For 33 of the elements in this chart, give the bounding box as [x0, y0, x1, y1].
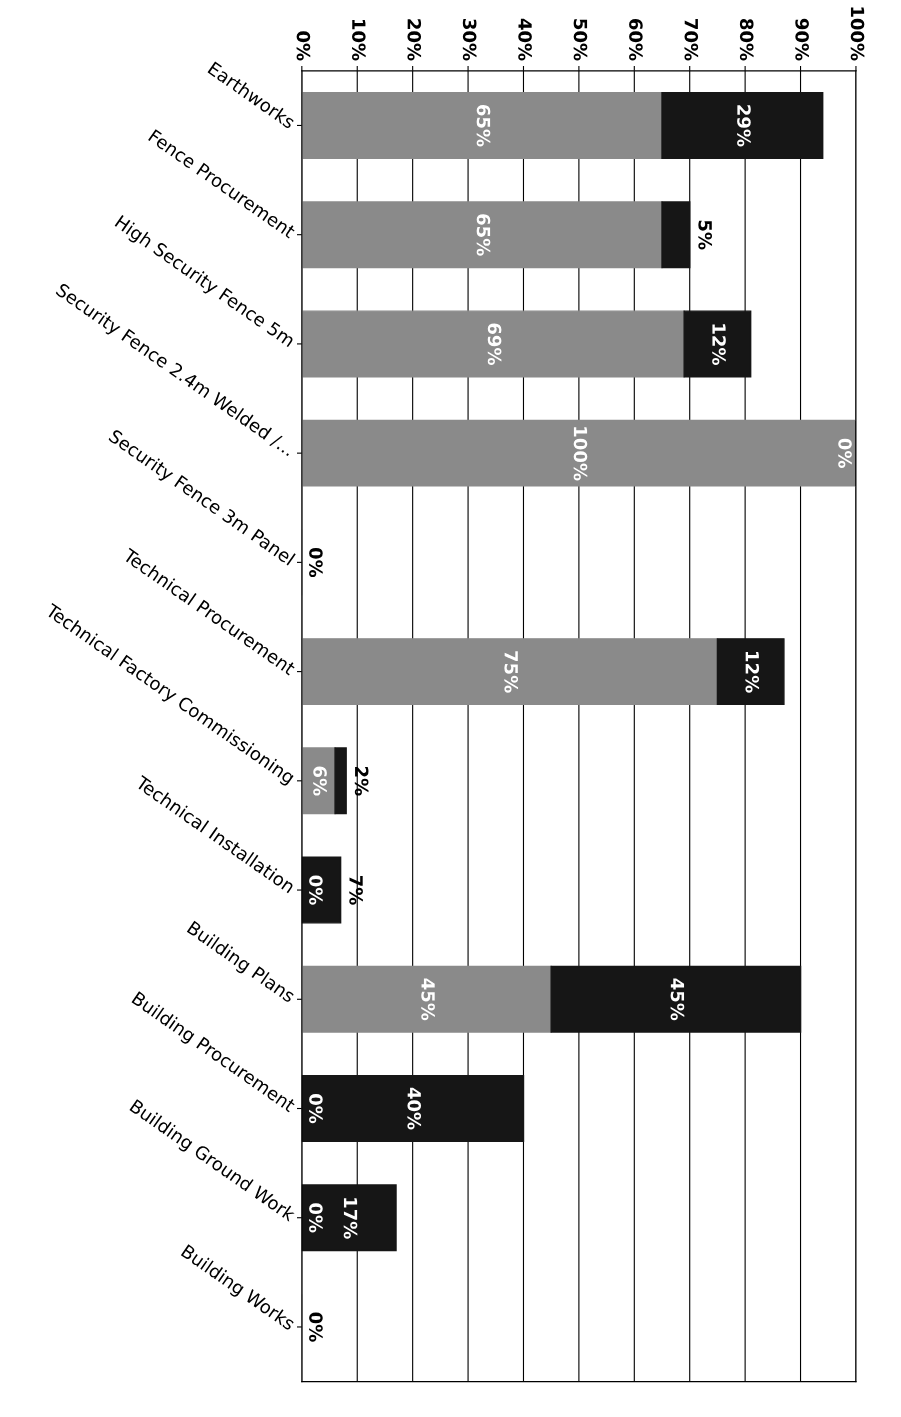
data-label: 6%: [313, 766, 327, 796]
x-tick-label: 70%: [684, 19, 699, 61]
data-label: 0%: [309, 547, 323, 578]
data-label: 29%: [737, 105, 751, 147]
x-tick-label: 50%: [573, 19, 588, 61]
data-label: 45%: [421, 978, 435, 1021]
data-label: 75%: [504, 651, 519, 693]
data-label: 45%: [670, 978, 685, 1021]
data-label: 65%: [476, 104, 491, 147]
data-label: 5%: [698, 220, 713, 250]
data-label: 17%: [343, 1198, 358, 1239]
data-label: 40%: [407, 1087, 422, 1130]
data-label: 7%: [349, 875, 363, 905]
x-tick-label: 60%: [629, 19, 643, 61]
data-label: 0%: [309, 1203, 323, 1233]
data-label: 0%: [838, 438, 852, 468]
data-label: 65%: [476, 214, 491, 256]
data-label: 12%: [712, 324, 726, 365]
x-tick-label: 100%: [850, 7, 865, 61]
x-tick-label: 10%: [352, 19, 366, 61]
data-label: 69%: [487, 323, 502, 365]
x-tick-label: 40%: [518, 18, 532, 61]
data-label: 100%: [573, 427, 588, 481]
x-tick-label: 0%: [296, 31, 311, 61]
data-label: 12%: [745, 652, 760, 693]
x-tick-label: 80%: [739, 19, 754, 61]
data-label: 0%: [309, 875, 323, 905]
data-label: 2%: [354, 766, 369, 796]
x-tick-label: 30%: [462, 19, 477, 61]
data-label: 0%: [309, 1094, 323, 1124]
data-label: 0%: [309, 1312, 323, 1342]
x-tick-label: 20%: [407, 19, 422, 61]
x-tick-label: 90%: [795, 18, 809, 61]
